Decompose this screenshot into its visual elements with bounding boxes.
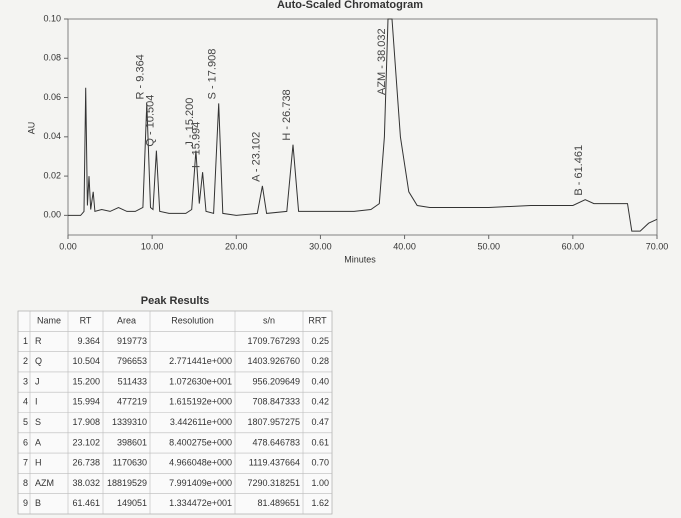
table-cell: 708.847333: [252, 397, 300, 407]
y-tick-label: 0.02: [43, 170, 61, 180]
table-header: RT: [80, 316, 92, 326]
table-cell: 15.200: [72, 376, 100, 386]
table-cell: 1.62: [311, 498, 329, 508]
table-cell: 10.504: [72, 356, 100, 366]
table-cell: 0.25: [311, 336, 329, 346]
table-cell: 5: [23, 417, 28, 427]
table-cell: 1.00: [311, 478, 329, 488]
table-cell: 398601: [117, 437, 147, 447]
table-cell: 3: [23, 376, 28, 386]
table-cell: 1.334472e+001: [169, 498, 232, 508]
table-cell: 796653: [117, 356, 147, 366]
table-cell: 0.61: [311, 437, 329, 447]
table-cell: 1403.926760: [247, 356, 300, 366]
table-cell: R: [35, 336, 42, 346]
table-cell: 919773: [117, 336, 147, 346]
table-cell: 4: [23, 397, 28, 407]
x-tick-label: 10.00: [141, 241, 164, 251]
x-tick-label: 50.00: [477, 241, 500, 251]
table-cell: 956.209649: [252, 376, 300, 386]
peak-label: S - 17.908: [207, 49, 219, 100]
table-cell: 478.646783: [252, 437, 300, 447]
table-cell: 1807.957275: [247, 417, 300, 427]
table-cell: 17.908: [72, 417, 100, 427]
table-cell: 3.442611e+000: [170, 417, 232, 427]
y-tick-label: 0.00: [43, 210, 61, 220]
table-cell: 9.364: [77, 336, 100, 346]
table-cell: 1339310: [112, 417, 147, 427]
table-cell: 8: [23, 478, 28, 488]
x-tick-label: 70.00: [646, 241, 669, 251]
table-cell: 0.42: [311, 397, 329, 407]
y-axis-label: AU: [26, 122, 36, 135]
y-tick-label: 0.04: [43, 131, 61, 141]
x-tick-label: 20.00: [225, 241, 248, 251]
peak-label: AZM - 38.032: [376, 28, 388, 95]
table-cell: 6: [23, 437, 28, 447]
chart-title: Auto-Scaled Chromatogram: [277, 0, 423, 11]
table-cell: 7: [23, 458, 28, 468]
peak-label: B - 61.461: [573, 145, 585, 196]
plot-frame: [67, 18, 658, 236]
peak-label: R - 9.364: [135, 54, 147, 99]
table-cell: 7.991409e+000: [169, 478, 232, 488]
table-header: RRT: [308, 316, 327, 326]
table-cell: 2.771441e+000: [169, 356, 232, 366]
table-cell: 15.994: [72, 397, 100, 407]
table-cell: I: [35, 397, 38, 407]
table-cell: AZM: [35, 478, 54, 488]
peak-label: Q - 10.504: [144, 95, 156, 147]
table-cell: 1.072630e+001: [169, 376, 232, 386]
table-cell: 149051: [117, 498, 147, 508]
table-cell: 4.966048e+000: [169, 458, 232, 468]
table-cell: S: [35, 417, 41, 427]
table-cell: 8.400275e+000: [169, 437, 232, 447]
table-header: Resolution: [171, 316, 214, 326]
table-cell: 1170630: [113, 458, 147, 468]
trace: [68, 18, 658, 232]
y-tick-label: 0.10: [43, 13, 61, 23]
table-cell: 26.738: [72, 458, 100, 468]
x-tick-label: 40.00: [393, 241, 416, 251]
table-cell: 1.615192e+000: [169, 397, 232, 407]
peak-label: A - 23.102: [250, 132, 262, 182]
peak-label: H - 26.738: [281, 89, 293, 140]
table-cell: 0.47: [311, 417, 329, 427]
table-cell: 81.489651: [257, 498, 300, 508]
table-title: Peak Results: [141, 295, 209, 307]
table-cell: 0.28: [311, 356, 329, 366]
table-cell: 511433: [118, 376, 147, 386]
table-cell: 2: [23, 356, 28, 366]
table-cell: 0.70: [311, 458, 329, 468]
y-tick-label: 0.08: [43, 53, 61, 63]
table-cell: 0.40: [311, 376, 329, 386]
table-header: s/n: [263, 316, 275, 326]
table-cell: 61.461: [72, 498, 100, 508]
x-tick-label: 0.00: [59, 241, 77, 251]
table-cell: H: [35, 458, 42, 468]
table-cell: 18819529: [107, 478, 147, 488]
table-cell: 23.102: [72, 437, 100, 447]
peak-label: J - 15.200: [184, 98, 196, 147]
table-cell: 1709.767293: [247, 336, 300, 346]
table-header: Name: [37, 316, 61, 326]
table-header: Area: [117, 316, 136, 326]
x-tick-label: 60.00: [562, 241, 585, 251]
x-axis-label: Minutes: [344, 254, 376, 264]
table-cell: 7290.318251: [247, 478, 300, 488]
table-cell: 1119.437664: [249, 458, 300, 468]
y-tick-label: 0.06: [43, 92, 61, 102]
table-cell: 9: [23, 498, 28, 508]
table-cell: Q: [35, 356, 42, 366]
table-cell: B: [35, 498, 41, 508]
table-cell: 477219: [117, 397, 147, 407]
peak-label: I - 15.994: [190, 122, 202, 168]
table-cell: 1: [23, 336, 28, 346]
table-cell: A: [35, 437, 41, 447]
table-cell: J: [35, 376, 40, 386]
table-cell: 38.032: [72, 478, 100, 488]
x-tick-label: 30.00: [309, 241, 332, 251]
